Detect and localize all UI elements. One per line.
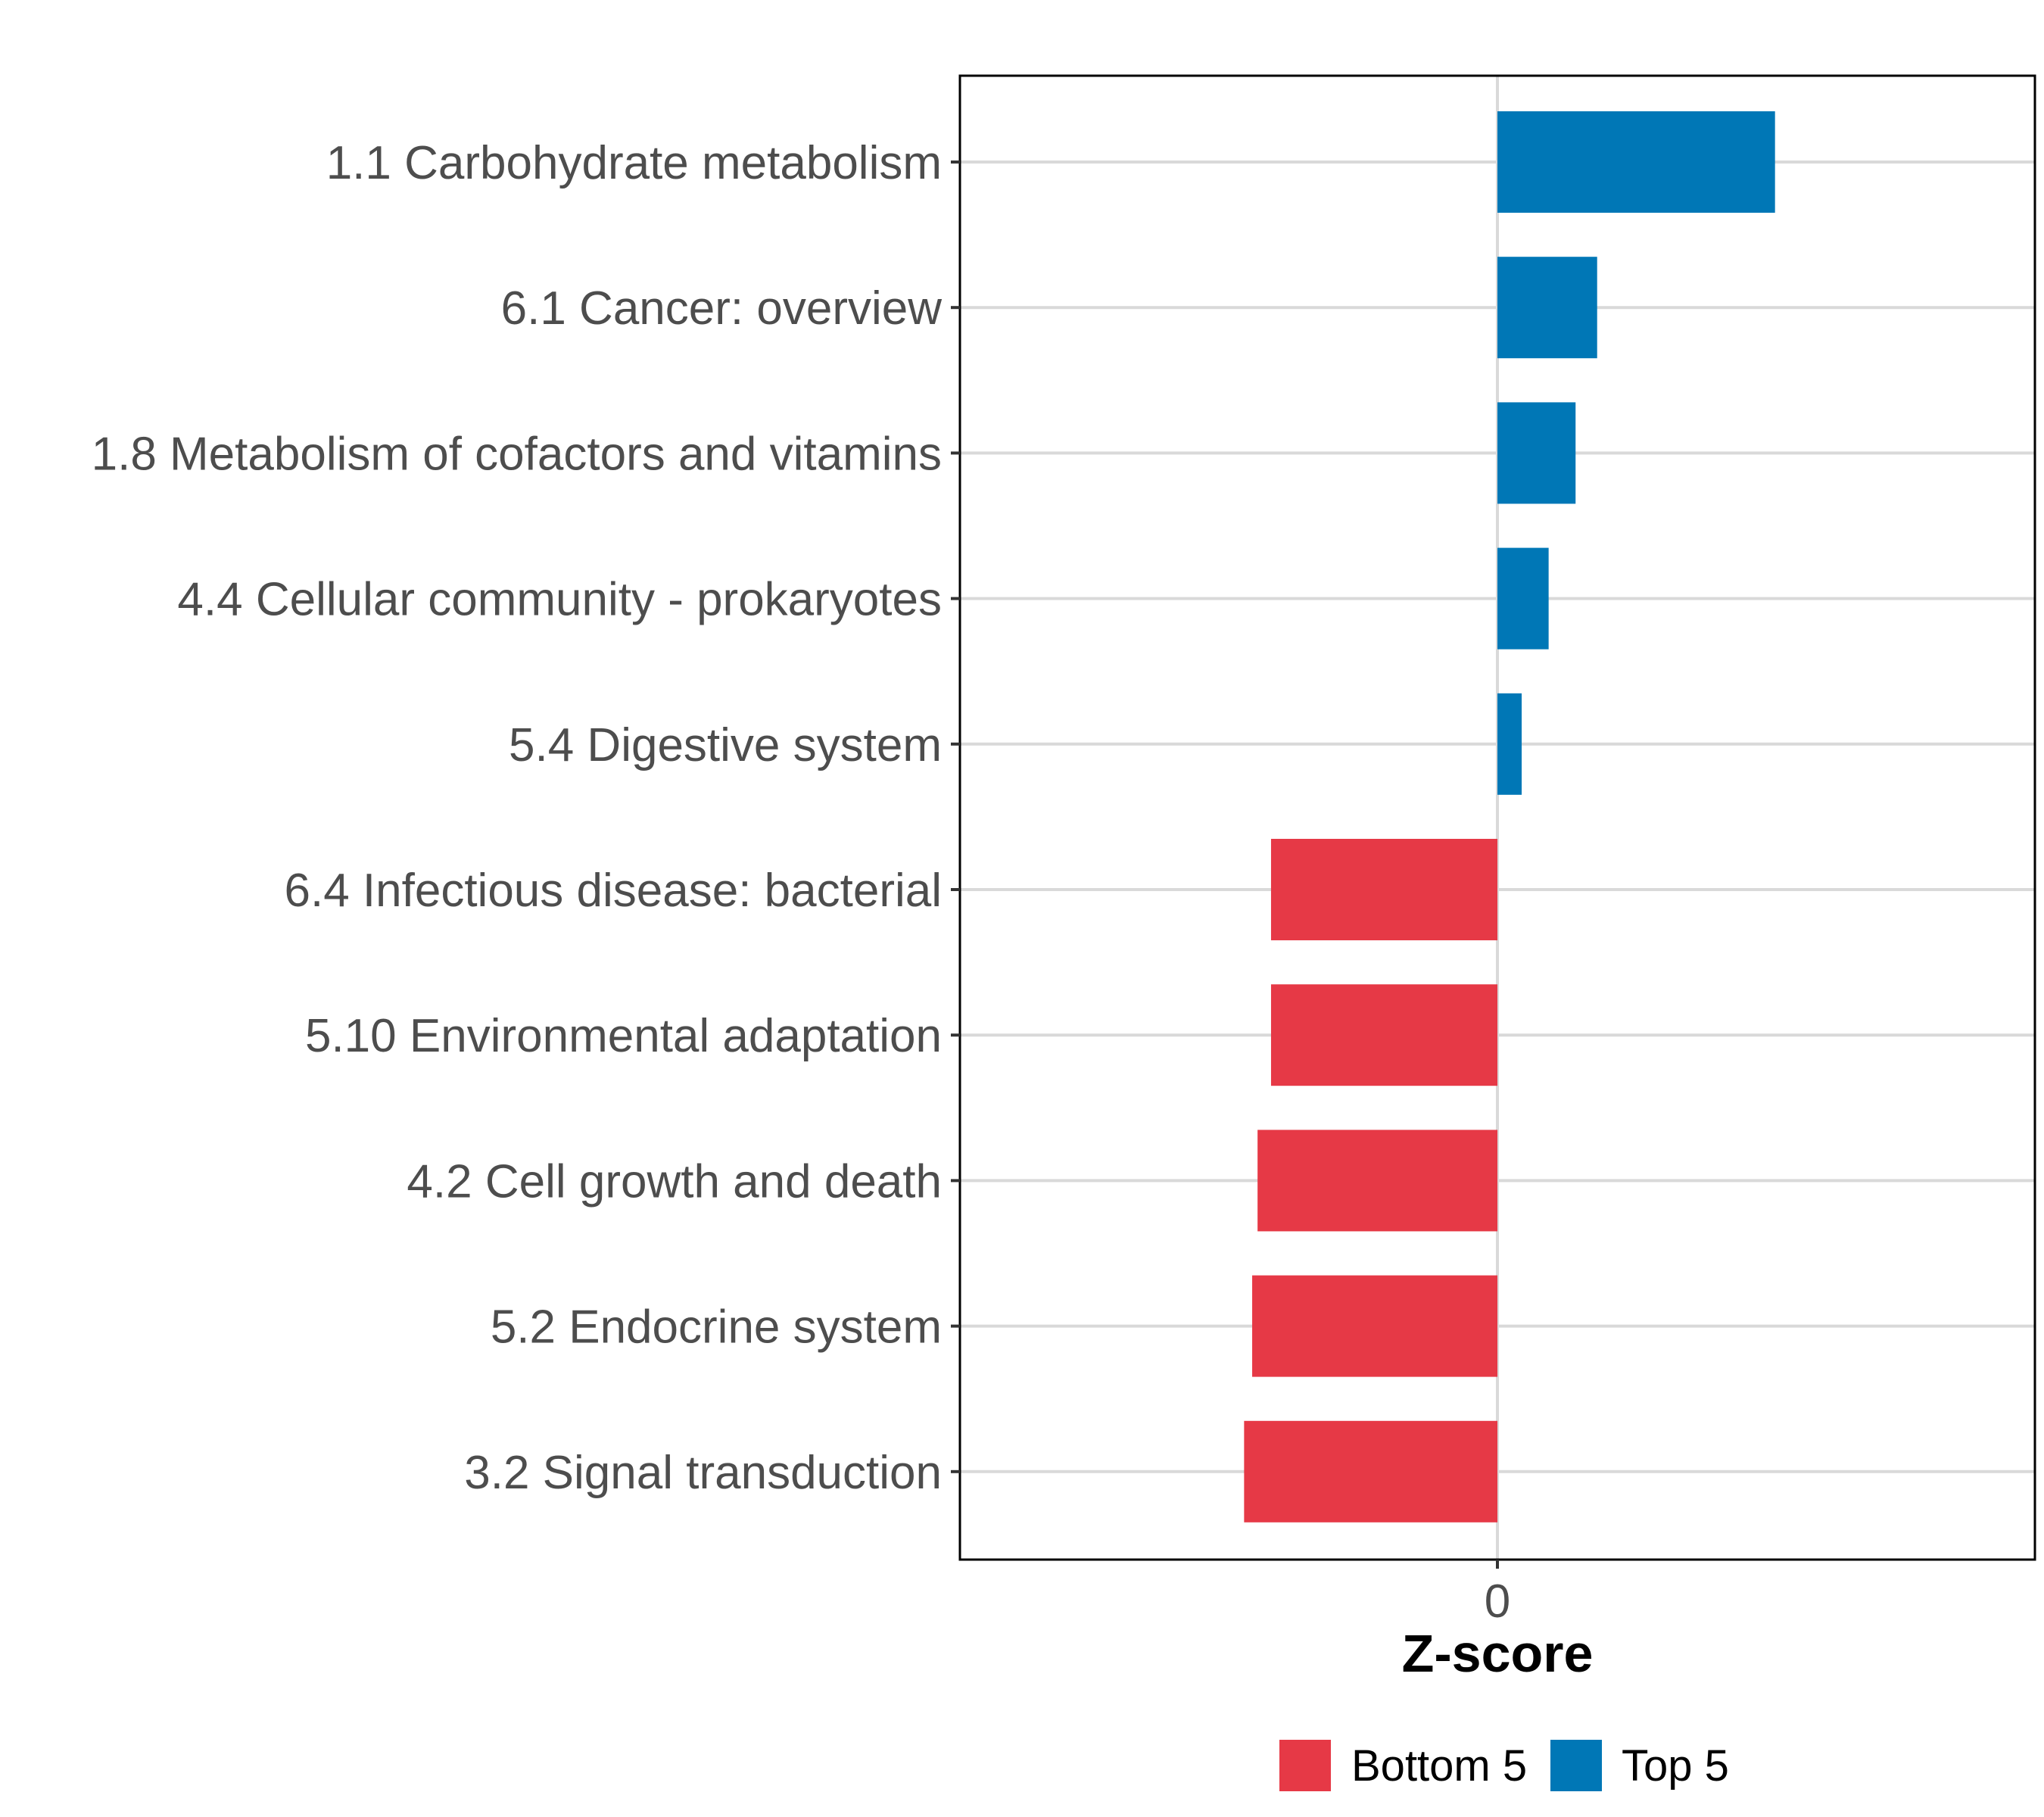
y-tick-label: 6.4 Infectious disease: bacterial [284, 865, 942, 917]
bar-top-1 [1497, 111, 1775, 213]
bar-bottom-7 [1270, 984, 1497, 1086]
bar-top-5 [1497, 693, 1522, 795]
bar-top-4 [1497, 547, 1549, 650]
bar-bottom-9 [1252, 1275, 1497, 1377]
x-axis-title: Z-score [1402, 1624, 1594, 1683]
y-tick-label: 5.2 Endocrine system [491, 1301, 942, 1354]
y-tick-label: 1.8 Metabolism of cofactors and vitamins [92, 428, 942, 480]
x-axis-ticks: 0 [1485, 1560, 1510, 1628]
legend-swatch-bottom-5 [1279, 1740, 1331, 1791]
y-tick-label: 5.4 Digestive system [509, 719, 942, 771]
bar-top-3 [1497, 402, 1576, 504]
y-axis-ticks [951, 161, 960, 1473]
y-tick-label: 3.2 Signal transduction [464, 1447, 942, 1499]
y-tick-label: 5.10 Environmental adaptation [305, 1010, 942, 1062]
y-tick-label: 6.1 Cancer: overview [501, 282, 943, 335]
bars [1244, 111, 1775, 1522]
legend-label-top-5: Top 5 [1622, 1741, 1729, 1791]
legend: Bottom 5 Top 5 [1279, 1740, 1729, 1791]
bar-bottom-10 [1244, 1420, 1497, 1522]
legend-swatch-top-5 [1550, 1740, 1602, 1791]
legend-label-bottom-5: Bottom 5 [1351, 1741, 1527, 1791]
bar-bottom-8 [1257, 1130, 1497, 1232]
y-tick-label: 1.1 Carbohydrate metabolism [326, 137, 942, 189]
bar-top-2 [1497, 257, 1597, 359]
y-axis-labels: 1.1 Carbohydrate metabolism 6.1 Cancer: o… [92, 137, 943, 1499]
x-tick-label: 0 [1485, 1575, 1510, 1628]
y-tick-label: 4.4 Cellular community - prokaryotes [177, 574, 942, 626]
y-tick-label: 4.2 Cell growth and death [407, 1155, 942, 1208]
bar-bottom-6 [1270, 839, 1497, 940]
